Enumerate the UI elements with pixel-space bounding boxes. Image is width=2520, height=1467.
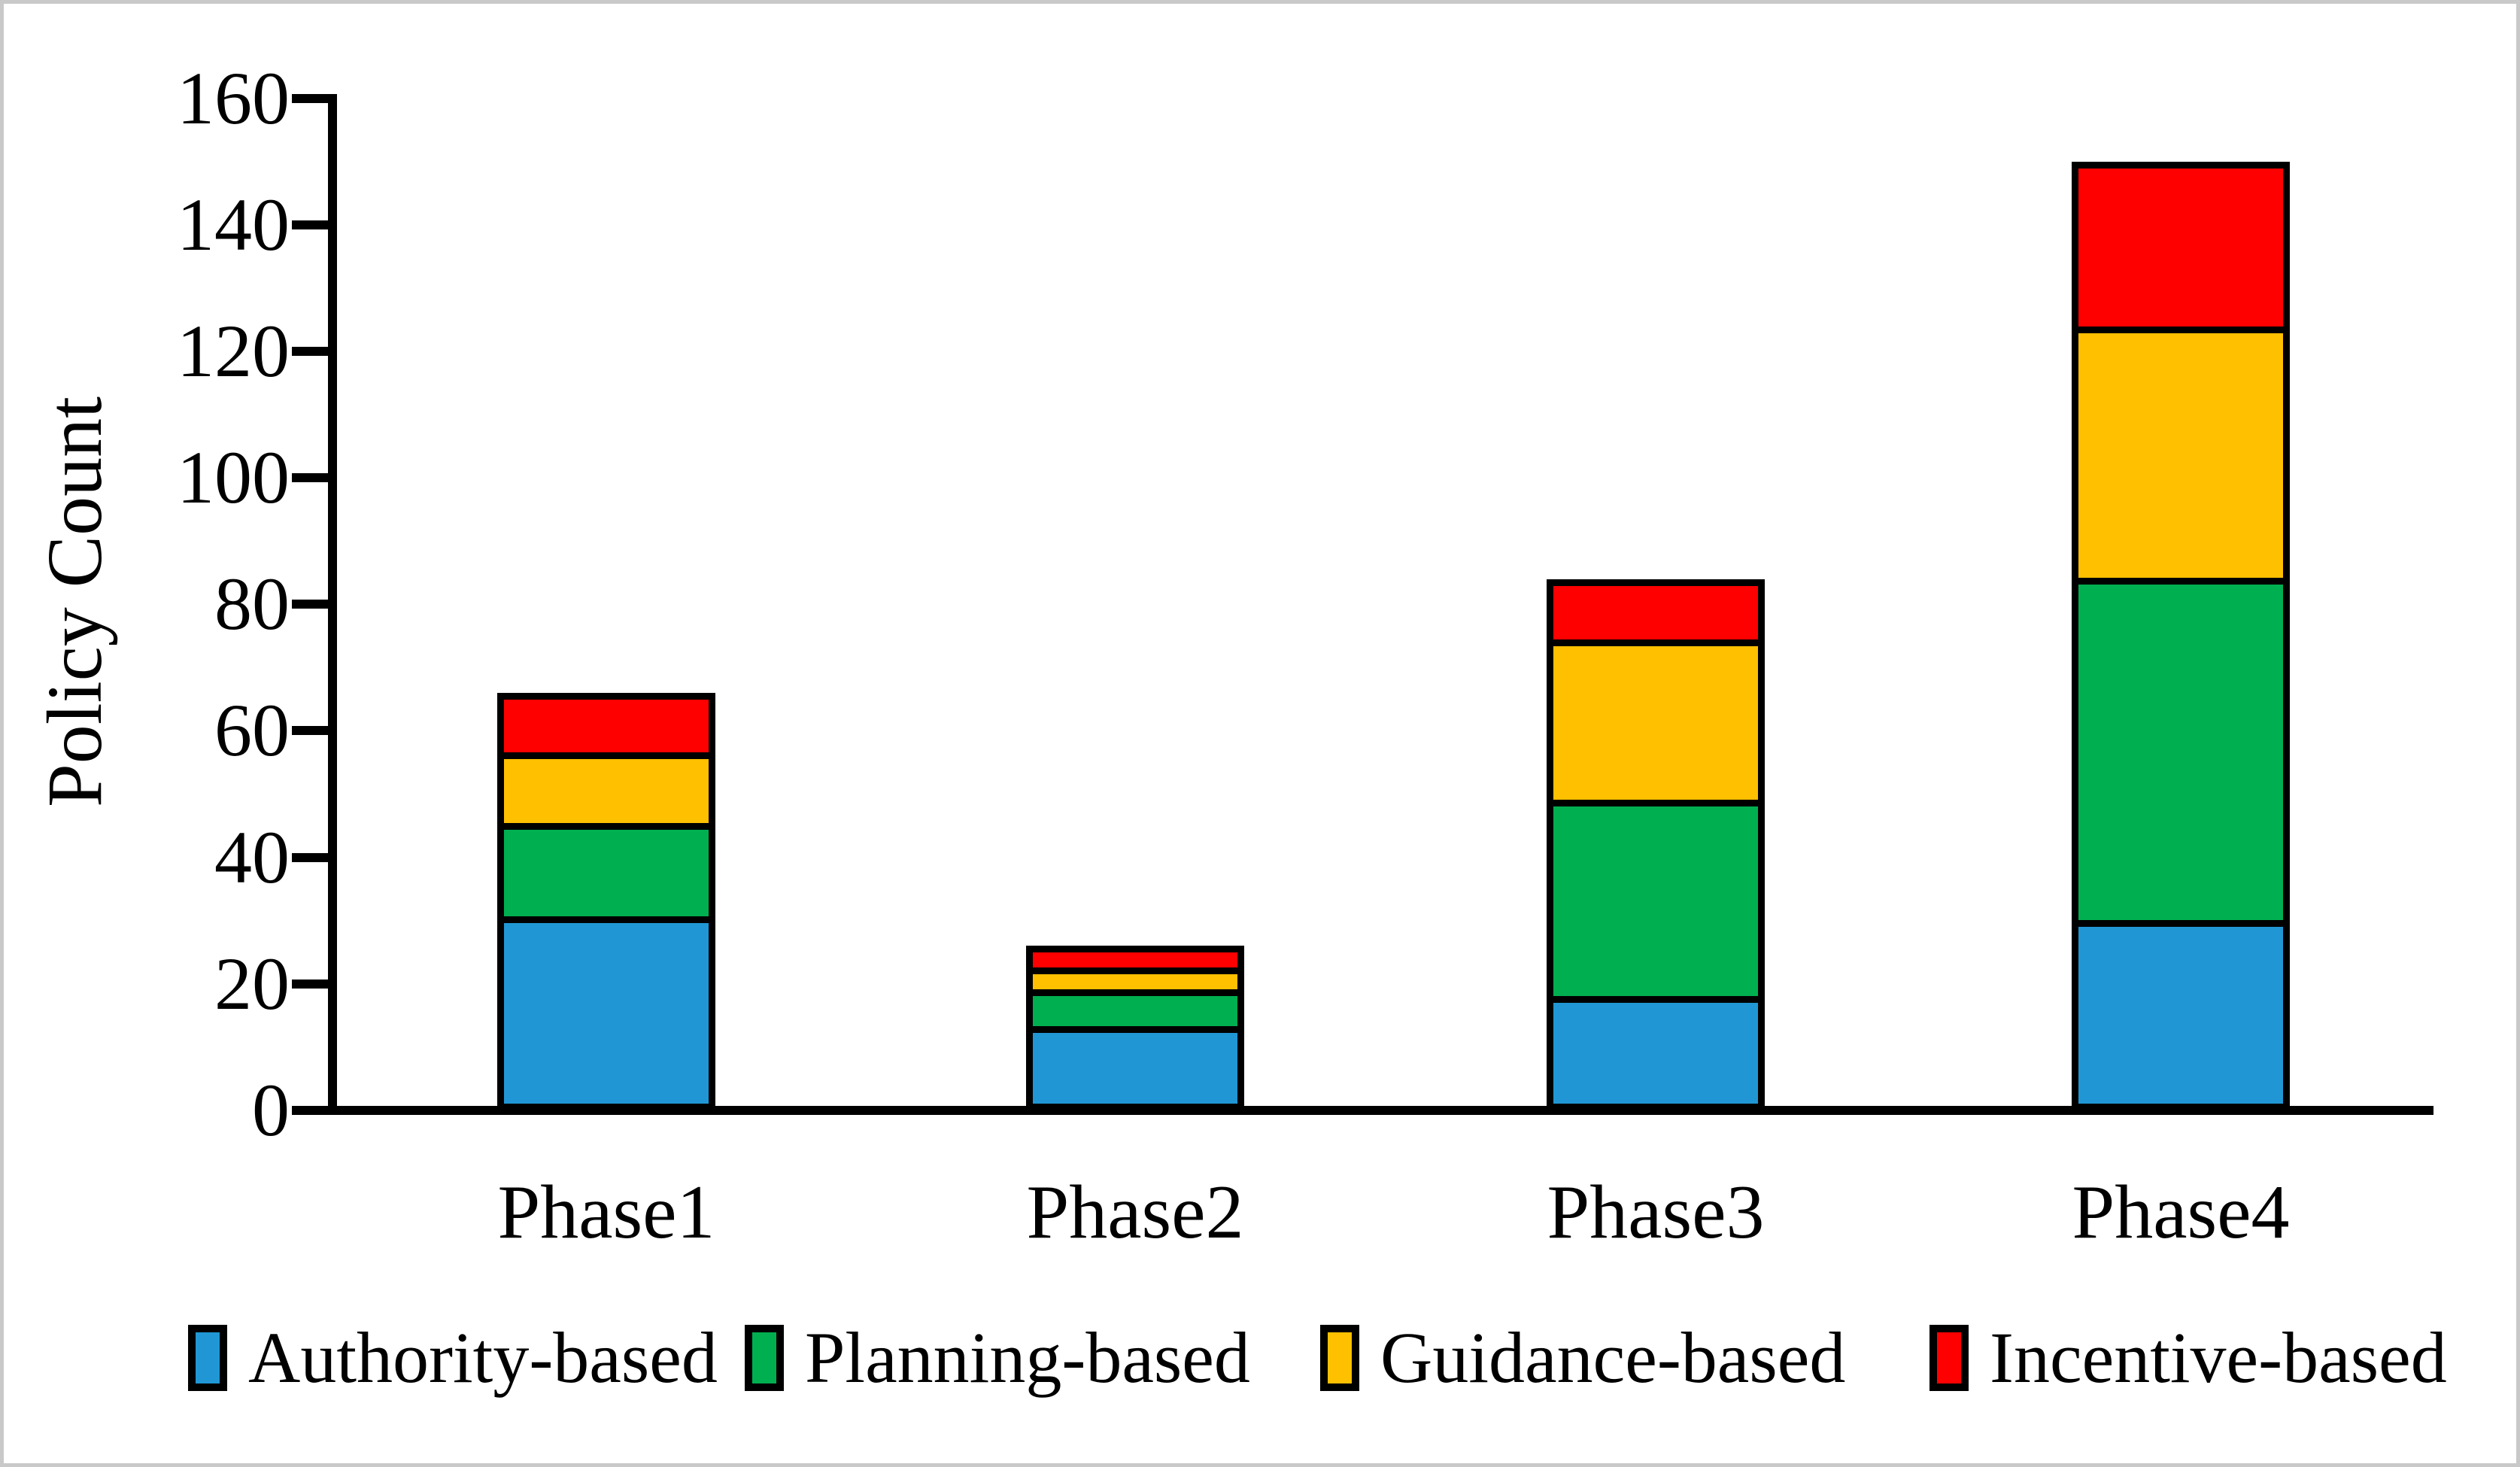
bar-phase3	[1547, 579, 1765, 1110]
bar-segment-incentive-based	[1553, 585, 1758, 639]
y-tick	[292, 1106, 328, 1115]
bar-segment-incentive-based	[2078, 168, 2283, 327]
y-tick	[292, 220, 328, 229]
bar-phase1	[497, 693, 715, 1110]
y-tick	[292, 346, 328, 356]
y-tick	[292, 473, 328, 483]
x-label-phase2: Phase2	[1026, 1170, 1244, 1255]
legend-label: Incentive-based	[1990, 1317, 2447, 1398]
bar-segment-authority-based	[504, 916, 709, 1104]
y-tick-label: 160	[177, 56, 290, 140]
bar-segment-planning-based	[2078, 577, 2283, 920]
y-tick-label: 40	[214, 815, 290, 899]
x-label-phase3: Phase3	[1547, 1170, 1765, 1255]
legend-item-planning-based: Planning-based	[745, 1317, 1250, 1398]
bar-phase4	[2072, 161, 2290, 1110]
y-tick-label: 20	[214, 941, 290, 1025]
x-label-phase1: Phase1	[497, 1170, 715, 1255]
bar-segment-authority-based	[1033, 1026, 1237, 1104]
legend-swatch-authority-based	[188, 1324, 227, 1391]
legend-label: Planning-based	[805, 1317, 1250, 1398]
y-tick-label: 60	[214, 688, 290, 773]
bar-phase2	[1026, 946, 1244, 1110]
bar-segment-planning-based	[504, 822, 709, 917]
bar-segment-incentive-based	[1033, 952, 1237, 968]
legend-item-authority-based: Authority-based	[188, 1317, 718, 1398]
y-tick-label: 100	[177, 436, 290, 520]
bar-segment-guidance-based	[504, 752, 709, 823]
y-tick-label: 140	[177, 182, 290, 266]
bar-segment-planning-based	[1033, 989, 1237, 1027]
legend-label: Guidance-based	[1380, 1317, 1846, 1398]
y-axis-line	[328, 93, 337, 1115]
y-tick	[292, 726, 328, 736]
bar-segment-planning-based	[1553, 800, 1758, 997]
x-label-phase4: Phase4	[2072, 1170, 2290, 1255]
legend-swatch-guidance-based	[1320, 1324, 1359, 1391]
bar-segment-authority-based	[1553, 996, 1758, 1104]
bar-segment-incentive-based	[504, 700, 709, 752]
y-tick	[292, 600, 328, 609]
y-tick-label: 0	[252, 1068, 290, 1152]
y-tick	[292, 93, 328, 103]
bar-segment-guidance-based	[2078, 327, 2283, 578]
legend-swatch-planning-based	[745, 1324, 784, 1391]
y-tick	[292, 852, 328, 862]
bar-segment-authority-based	[2078, 919, 2283, 1104]
legend-swatch-incentive-based	[1929, 1324, 1969, 1391]
legend-item-guidance-based: Guidance-based	[1320, 1317, 1846, 1398]
legend-label: Authority-based	[248, 1317, 718, 1398]
bar-segment-guidance-based	[1553, 639, 1758, 800]
legend-item-incentive-based: Incentive-based	[1929, 1317, 2447, 1398]
bar-segment-guidance-based	[1033, 967, 1237, 990]
y-tick-label: 80	[214, 562, 290, 646]
y-tick-label: 120	[177, 308, 290, 393]
y-tick	[292, 979, 328, 989]
x-axis-line	[328, 1106, 2433, 1115]
